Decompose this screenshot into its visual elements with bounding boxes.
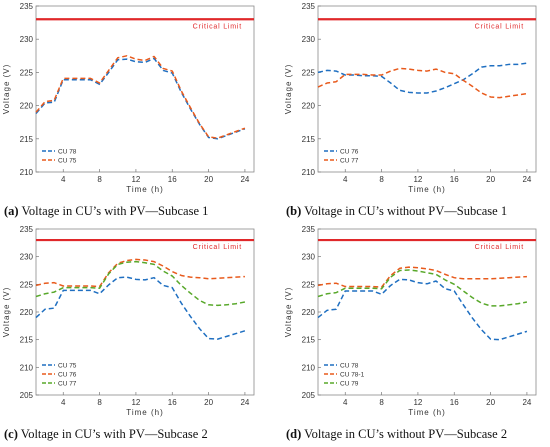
y-tick-label-b: 225 [302, 68, 316, 77]
legend-label-c-0: CU 75 [58, 362, 77, 369]
x-tick-label-d: 24 [522, 398, 531, 407]
series-line-d-2 [317, 269, 528, 307]
y-tick-label-d: 210 [302, 363, 316, 372]
series-line-d-0 [317, 278, 528, 341]
y-tick-label-d: 220 [302, 308, 316, 317]
chart-a: 210 215 220 225 230 235 4 8 12 16 20 24 Time (h) Volt… [2, 2, 255, 194]
x-tick-label-d: 8 [379, 398, 384, 407]
critical-limit-label-b: Critical Limit [475, 23, 524, 30]
x-tick-label-c: 8 [97, 398, 102, 407]
y-tick-label-b: 220 [302, 102, 316, 111]
x-tick-label-b: 20 [486, 175, 495, 184]
y-axis-label-c: Voltage (V) [2, 287, 11, 338]
x-tick-label-c: 16 [168, 398, 177, 407]
plot-area-d [317, 228, 537, 396]
legend-label-b-0: CU 76 [340, 148, 359, 155]
series-line-c-1 [35, 258, 245, 288]
y-axis-label-b: Voltage (V) [284, 64, 293, 115]
y-tick-label-c: 225 [20, 280, 34, 289]
y-tick-label-c: 220 [20, 308, 34, 317]
x-tick-label-a: 20 [204, 175, 213, 184]
y-tick-label-a: 215 [20, 135, 34, 144]
y-axis-label-d: Voltage (V) [284, 287, 293, 338]
x-tick-label-c: 24 [240, 398, 249, 407]
legend-label-a-0: CU 78 [58, 148, 77, 155]
plot-area-a [35, 5, 255, 173]
series-line-d-1 [317, 266, 527, 288]
y-tick-label-c: 235 [20, 225, 34, 234]
legend-label-b-1: CU 77 [340, 157, 359, 164]
caption-c: (c) Voltage in CU’s with PV—Subcase 2 [4, 427, 208, 441]
plot-area-c [35, 228, 255, 396]
y-tick-label-b: 230 [302, 35, 316, 44]
y-tick-label-c: 205 [20, 391, 34, 400]
critical-limit-label-d: Critical Limit [475, 244, 524, 251]
caption-b: (b) Voltage in CU’s without PV—Subcase 1 [286, 204, 508, 218]
x-tick-label-d: 12 [413, 398, 422, 407]
series-line-b-0 [317, 62, 528, 94]
y-tick-label-b: 215 [302, 135, 316, 144]
legend-label-a-1: CU 75 [58, 157, 77, 164]
x-tick-label-a: 4 [61, 175, 66, 184]
critical-limit-label-a: Critical Limit [193, 23, 242, 30]
y-tick-label-d: 230 [302, 253, 316, 262]
legend-label-d-0: CU 78 [340, 362, 359, 369]
x-tick-label-b: 8 [379, 175, 384, 184]
x-tick-label-b: 12 [413, 175, 422, 184]
chart-c: 205 210 215 220 225 230 235 4 8 12 16 20 24 Time (h) V… [2, 225, 255, 417]
x-tick-label-a: 8 [97, 175, 102, 184]
legend-label-c-1: CU 76 [58, 371, 77, 378]
x-tick-label-d: 16 [450, 398, 459, 407]
x-tick-label-a: 12 [131, 175, 140, 184]
y-tick-label-b: 235 [302, 2, 316, 11]
x-tick-label-a: 24 [240, 175, 249, 184]
x-axis-label-a: Time (h) [126, 185, 163, 194]
caption-d: (d) Voltage in CU’s without PV—Subcase 2 [286, 427, 508, 441]
series-line-a-0 [35, 57, 246, 140]
critical-limit-label-c: Critical Limit [193, 244, 242, 251]
x-tick-label-c: 4 [61, 398, 66, 407]
x-axis-label-c: Time (h) [126, 408, 163, 417]
y-tick-label-d: 225 [302, 280, 316, 289]
y-tick-label-c: 210 [20, 363, 34, 372]
x-tick-label-b: 24 [522, 175, 531, 184]
y-tick-label-c: 215 [20, 336, 34, 345]
x-tick-label-c: 20 [204, 398, 213, 407]
x-tick-label-a: 16 [168, 175, 177, 184]
x-axis-label-b: Time (h) [408, 185, 445, 194]
chart-d: 205 210 215 220 225 230 235 4 8 12 16 20 24 Time (h) V… [284, 225, 537, 417]
y-axis-label-a: Voltage (V) [2, 64, 11, 115]
legend-label-d-1: CU 78-1 [340, 371, 365, 378]
y-tick-label-a: 210 [20, 168, 34, 177]
legend-label-c-2: CU 77 [58, 380, 77, 387]
x-tick-label-d: 4 [343, 398, 348, 407]
x-tick-label-b: 16 [450, 175, 459, 184]
chart-b: 210 215 220 225 230 235 4 8 12 16 20 24 Time (h) Volt… [284, 2, 537, 194]
x-tick-label-b: 4 [343, 175, 348, 184]
plot-area-b [317, 5, 537, 173]
y-tick-label-d: 205 [302, 391, 316, 400]
y-tick-label-a: 235 [20, 2, 34, 11]
caption-a: (a) Voltage in CU’s with PV—Subcase 1 [4, 204, 209, 218]
x-tick-label-d: 20 [486, 398, 495, 407]
y-tick-label-a: 225 [20, 68, 34, 77]
y-tick-label-d: 235 [302, 225, 316, 234]
y-tick-label-a: 220 [20, 102, 34, 111]
y-tick-label-d: 215 [302, 336, 316, 345]
series-line-b-1 [317, 67, 528, 99]
series-line-c-0 [35, 276, 246, 340]
y-tick-label-c: 230 [20, 253, 34, 262]
series-line-a-1 [35, 55, 246, 139]
y-tick-label-a: 230 [20, 35, 34, 44]
x-axis-label-d: Time (h) [408, 408, 445, 417]
y-tick-label-b: 210 [302, 168, 316, 177]
x-tick-label-c: 12 [131, 398, 140, 407]
series-line-c-2 [35, 260, 246, 307]
legend-label-d-2: CU 79 [340, 380, 359, 387]
